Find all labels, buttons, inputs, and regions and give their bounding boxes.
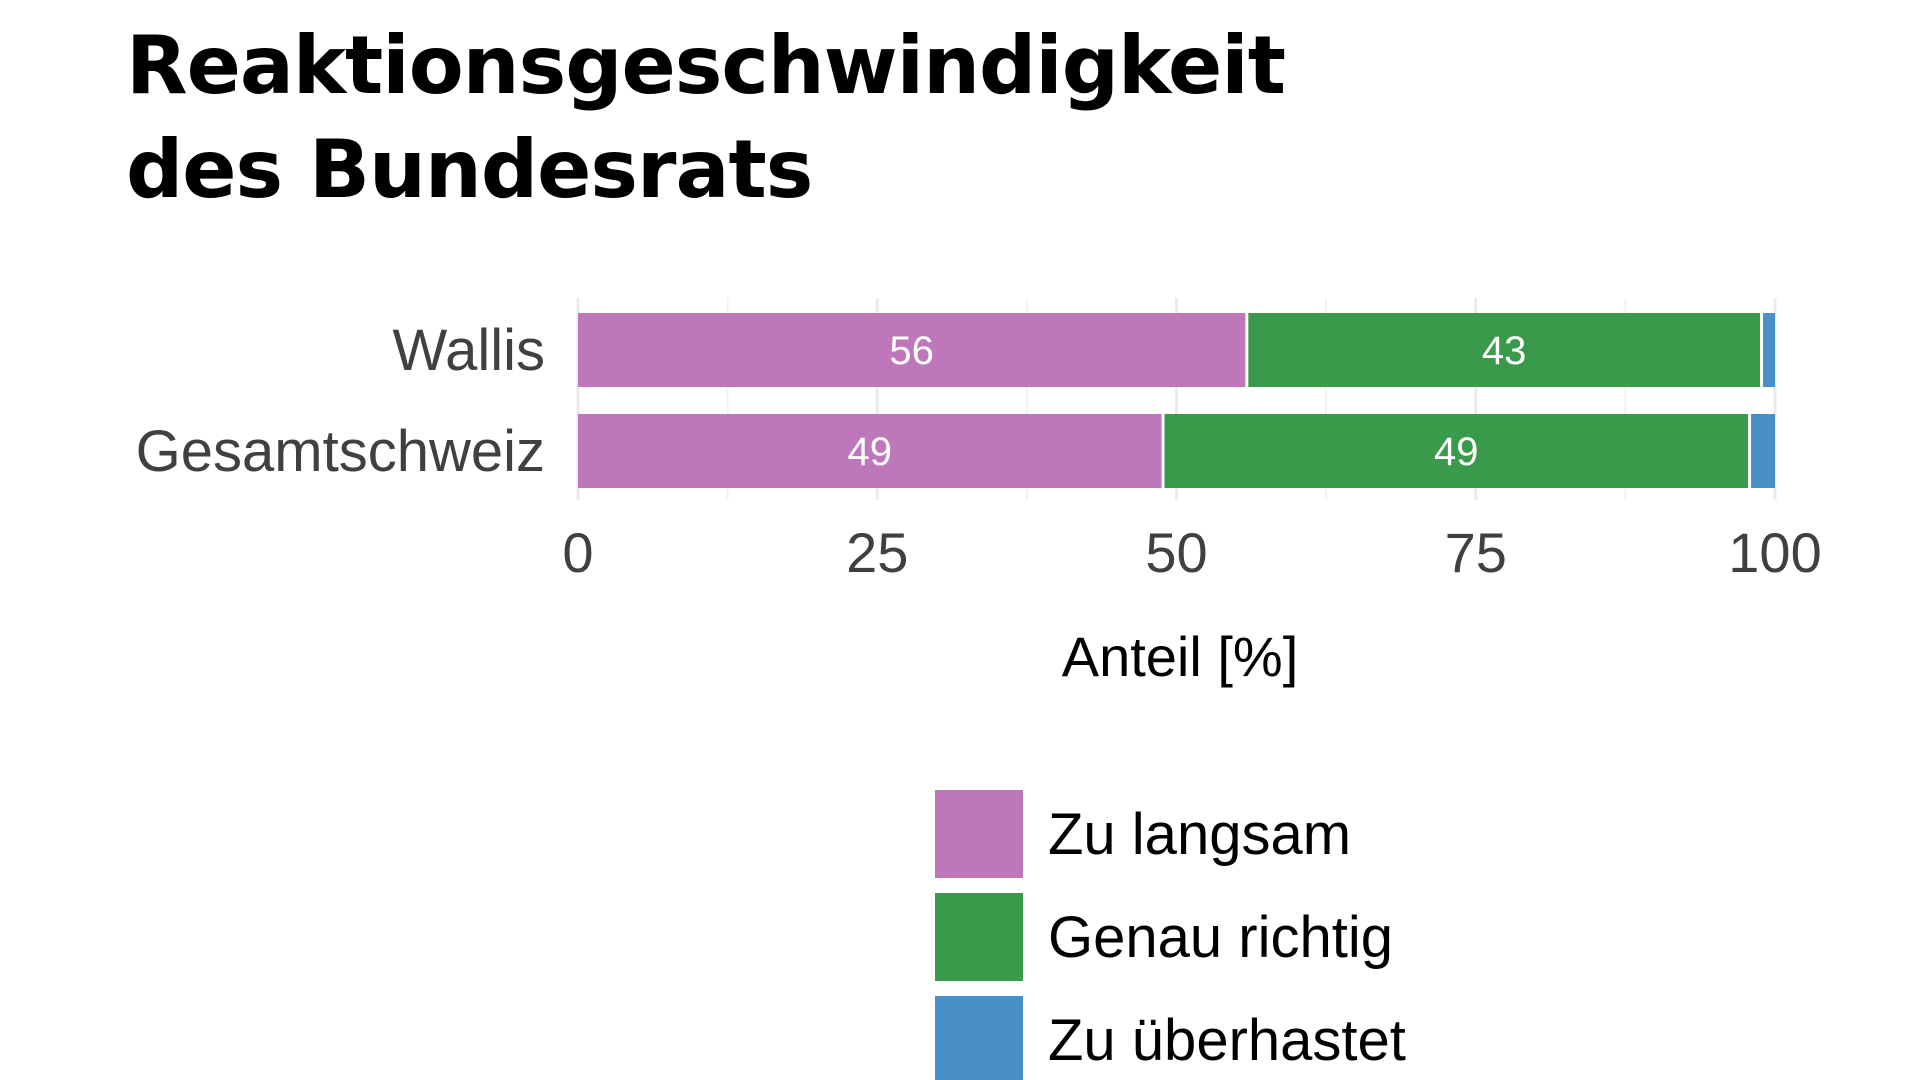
legend-swatch bbox=[935, 790, 1023, 878]
bar-segment bbox=[1751, 414, 1775, 488]
x-tick-label: 75 bbox=[1445, 521, 1507, 584]
chart-title: Reaktionsgeschwindigkeit des Bundesrats bbox=[126, 14, 1286, 222]
bar-segment bbox=[1763, 313, 1775, 387]
legend-label: Zu langsam bbox=[1048, 802, 1351, 867]
data-label: 43 bbox=[1482, 329, 1527, 373]
x-axis-title: Anteil [%] bbox=[1062, 625, 1299, 688]
chart-title-line-1: Reaktionsgeschwindigkeit bbox=[126, 19, 1286, 112]
data-label: 56 bbox=[889, 329, 934, 373]
bar-segment bbox=[578, 414, 1162, 488]
bars: 56 43 49 49 bbox=[578, 313, 1775, 488]
bar-segment bbox=[1164, 414, 1749, 488]
bar-segment bbox=[1248, 313, 1761, 387]
x-tick-label: 100 bbox=[1728, 521, 1821, 584]
category-labels: Wallis Gesamtschweiz bbox=[136, 318, 545, 484]
bar-segment bbox=[578, 313, 1246, 387]
data-label: 49 bbox=[1434, 430, 1479, 474]
legend-label: Zu überhastet bbox=[1048, 1008, 1406, 1073]
legend-label: Genau richtig bbox=[1048, 905, 1393, 970]
chart-title-line-2: des Bundesrats bbox=[126, 123, 813, 216]
category-label: Gesamtschweiz bbox=[136, 419, 545, 484]
legend-swatch bbox=[935, 893, 1023, 981]
x-tick-label: 50 bbox=[1145, 521, 1207, 584]
x-tick-label: 25 bbox=[846, 521, 908, 584]
legend-swatch bbox=[935, 996, 1023, 1080]
x-tick-label: 0 bbox=[562, 521, 593, 584]
x-axis-ticks: 0 25 50 75 100 bbox=[562, 521, 1821, 584]
legend: Zu langsam Genau richtig Zu überhastet bbox=[935, 790, 1406, 1080]
category-label: Wallis bbox=[392, 318, 545, 383]
data-label: 49 bbox=[848, 430, 893, 474]
